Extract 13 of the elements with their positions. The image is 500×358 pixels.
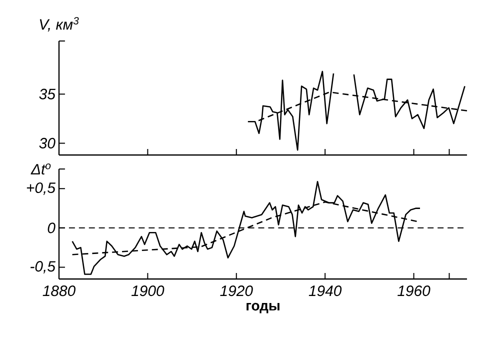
x-tick-label: 1880 bbox=[42, 286, 76, 296]
y-axis-title: Δt$^{o}$ bbox=[30, 164, 51, 174]
x-tick-label: 1940 bbox=[308, 286, 342, 296]
x-tick-label: 1960 bbox=[398, 286, 430, 296]
y-tick-label: -0,5 bbox=[30, 261, 56, 274]
y-tick-label: 30 bbox=[39, 138, 56, 148]
x-axis-title: годы bbox=[246, 302, 280, 314]
y-tick-label: 0 bbox=[48, 222, 56, 234]
y-tick-label: +0,5 bbox=[26, 182, 56, 195]
y-tick-label: 35 bbox=[39, 88, 56, 100]
y-axis-title: V, км$^{3}$ bbox=[40, 17, 79, 32]
x-tick-label: 1920 bbox=[220, 286, 253, 296]
x-tick-label: 1900 bbox=[131, 286, 164, 296]
